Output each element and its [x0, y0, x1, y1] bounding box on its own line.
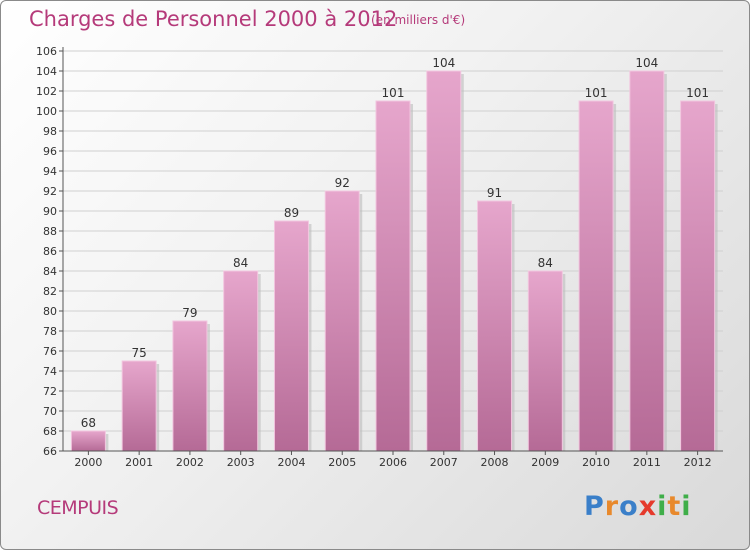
chart-title: Charges de Personnel 2000 à 2012 [29, 7, 398, 31]
logo-letter: x [638, 491, 658, 522]
x-tick-label: 2000 [74, 456, 102, 469]
y-tick-label: 72 [43, 385, 57, 398]
x-axis: 2000 2001 2002 2003 2004 2005 2006 2007 2008 2009… [63, 450, 723, 469]
chart-subtitle: (en milliers d'€) [371, 13, 466, 27]
proxiti-logo: Proxiti [584, 491, 692, 522]
bar-2009 [527, 270, 563, 452]
bar-2008 [477, 200, 513, 452]
bars [70, 70, 718, 452]
x-tick-label: 2001 [125, 456, 153, 469]
data-label: 84 [538, 256, 553, 270]
y-tick-label: 84 [43, 265, 57, 278]
logo-letter: o [619, 491, 639, 522]
data-label: 104 [432, 56, 455, 70]
y-tick-label: 106 [36, 45, 57, 58]
x-tick-label: 2006 [379, 456, 407, 469]
x-tick-label: 2011 [633, 456, 661, 469]
bar-2012 [680, 100, 716, 452]
logo-letter: i [681, 491, 692, 522]
x-tick-label: 2003 [227, 456, 255, 469]
data-labels: 68 75 79 84 89 92 101 104 91 84 101 104 101 [81, 56, 709, 430]
bar-2007 [426, 70, 462, 452]
x-tick-label: 2012 [684, 456, 712, 469]
logo-letter: r [604, 491, 620, 522]
y-tick-label: 70 [43, 405, 57, 418]
data-label: 84 [233, 256, 248, 270]
y-tick-label: 86 [43, 245, 57, 258]
logo-letter: P [584, 491, 605, 522]
data-label: 91 [487, 186, 502, 200]
x-tick-label: 2007 [430, 456, 458, 469]
y-axis: 66 68 70 72 74 76 78 80 82 84 86 88 90 92 94 96 98 100 102… [36, 45, 64, 458]
y-tick-label: 76 [43, 345, 57, 358]
data-label: 101 [382, 86, 405, 100]
bar-2001 [121, 360, 157, 452]
x-tick-label: 2010 [582, 456, 610, 469]
data-label: 92 [335, 176, 350, 190]
bar-2002 [172, 320, 208, 452]
x-tick-label: 2002 [176, 456, 204, 469]
x-tick-label: 2009 [531, 456, 559, 469]
logo-letter: t [667, 491, 682, 522]
bar-2003 [223, 270, 259, 452]
logo-letter: i [657, 491, 668, 522]
y-tick-label: 104 [36, 65, 57, 78]
y-tick-label: 66 [43, 445, 57, 458]
y-tick-label: 90 [43, 205, 57, 218]
bar-2010 [578, 100, 614, 452]
bar-2006 [375, 100, 411, 452]
y-tick-label: 100 [36, 105, 57, 118]
y-tick-label: 98 [43, 125, 57, 138]
bar-2011 [629, 70, 665, 452]
data-label: 75 [132, 346, 147, 360]
y-tick-label: 80 [43, 305, 57, 318]
bar-2000 [70, 430, 106, 452]
y-tick-label: 74 [43, 365, 57, 378]
y-tick-label: 68 [43, 425, 57, 438]
y-tick-label: 82 [43, 285, 57, 298]
data-label: 79 [182, 306, 197, 320]
y-tick-label: 78 [43, 325, 57, 338]
y-tick-label: 96 [43, 145, 57, 158]
data-label: 101 [686, 86, 709, 100]
data-label: 101 [585, 86, 608, 100]
x-tick-label: 2008 [481, 456, 509, 469]
y-tick-label: 94 [43, 165, 57, 178]
y-tick-label: 102 [36, 85, 57, 98]
commune-name: CEMPUIS [37, 497, 119, 519]
data-label: 104 [635, 56, 658, 70]
bar-2004 [273, 220, 309, 452]
y-tick-label: 92 [43, 185, 57, 198]
bar-2005 [324, 190, 360, 452]
x-tick-label: 2004 [277, 456, 305, 469]
data-label: 89 [284, 206, 299, 220]
x-tick-label: 2005 [328, 456, 356, 469]
y-tick-label: 88 [43, 225, 57, 238]
data-label: 68 [81, 416, 96, 430]
